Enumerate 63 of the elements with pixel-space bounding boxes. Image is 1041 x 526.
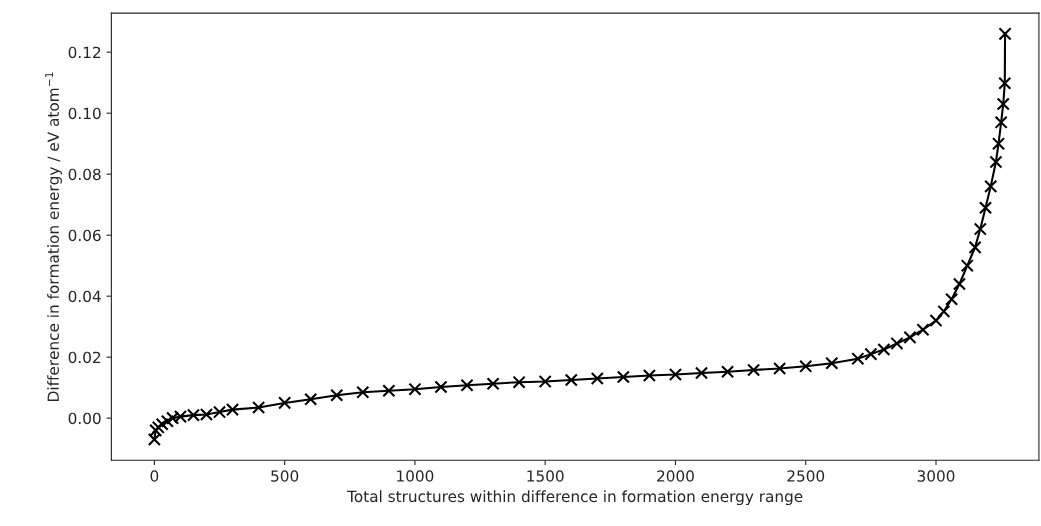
point	[512, 375, 526, 389]
x-tick-label: 0	[150, 470, 159, 482]
point	[998, 76, 1012, 90]
point	[668, 367, 683, 382]
point	[747, 363, 761, 377]
point	[851, 352, 865, 366]
point	[825, 356, 839, 370]
x-tick-label: 1000	[397, 470, 434, 482]
y-tick-label: 0.04	[68, 290, 101, 303]
point	[978, 201, 993, 215]
point	[864, 347, 878, 361]
point	[903, 330, 917, 344]
x-tick-label: 2500	[787, 470, 825, 482]
point	[890, 336, 904, 351]
x-tick-label: 1500	[527, 470, 564, 482]
point	[984, 179, 998, 193]
point	[160, 414, 174, 428]
x-tick-label: 2000	[657, 470, 694, 482]
point	[590, 371, 604, 386]
point	[937, 304, 951, 319]
point	[968, 240, 982, 254]
point	[973, 222, 987, 236]
y-tick-label: 0.12	[68, 46, 101, 59]
point	[996, 97, 1010, 111]
point	[994, 115, 1008, 129]
point	[642, 368, 656, 383]
point	[460, 378, 474, 392]
point	[616, 370, 630, 384]
point	[304, 392, 318, 406]
x-axis-title: Total structures within difference in formation energy range	[347, 490, 803, 506]
point	[486, 377, 500, 391]
point	[694, 366, 709, 380]
y-tick-label: 0.08	[68, 168, 101, 181]
y-tick-label: 0.00	[68, 412, 101, 425]
point	[382, 384, 396, 398]
point	[952, 277, 967, 291]
point	[877, 342, 891, 357]
point	[960, 259, 974, 273]
point	[155, 417, 169, 431]
point	[945, 292, 959, 306]
point	[356, 385, 370, 399]
point	[773, 361, 787, 376]
point	[991, 137, 1006, 151]
y-tick-label: 0.06	[68, 229, 101, 242]
point	[408, 382, 422, 396]
point	[434, 380, 448, 394]
y-tick-label: 0.10	[68, 107, 101, 120]
point	[252, 400, 266, 415]
x-tick-label: 3000	[917, 470, 955, 482]
point	[989, 155, 1003, 169]
point	[330, 388, 344, 402]
y-tick-label: 0.02	[68, 351, 101, 364]
point	[538, 374, 552, 389]
point	[278, 396, 292, 410]
point	[799, 359, 813, 373]
x-tick-label: 500	[271, 470, 299, 482]
point	[998, 27, 1012, 41]
point	[147, 432, 161, 447]
point	[916, 323, 930, 337]
point	[929, 313, 943, 328]
point	[720, 365, 735, 379]
y-axis-title: Difference in formation energy / eV atom$^{−1}$	[45, 72, 62, 401]
point	[564, 373, 578, 387]
